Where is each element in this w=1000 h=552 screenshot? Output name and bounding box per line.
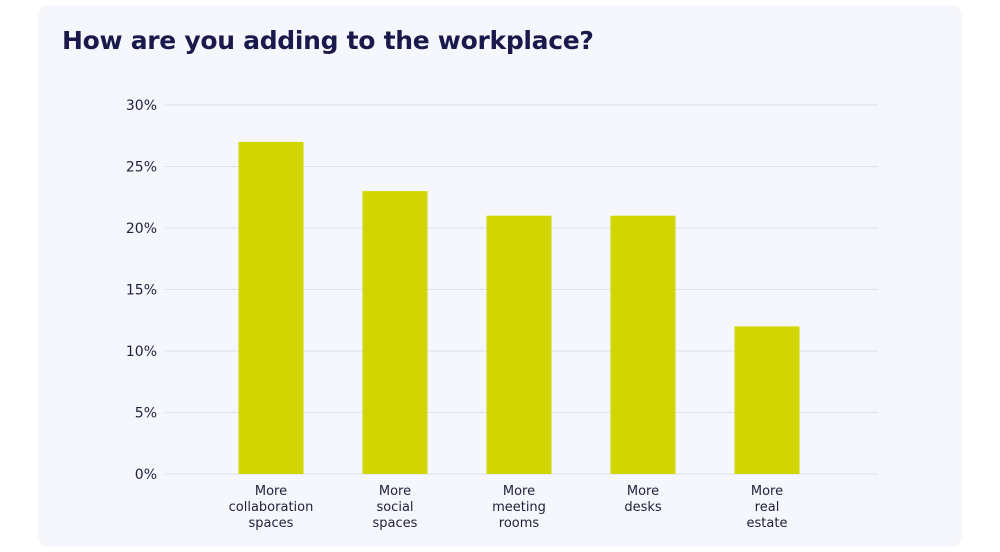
x-category-label-line: More	[751, 484, 783, 499]
x-category-label-line: desks	[624, 500, 662, 515]
x-category-label-line: estate	[747, 516, 788, 531]
x-category-label-line: More	[627, 484, 659, 499]
x-category-label-line: More	[255, 484, 287, 499]
x-category-label-line: meeting	[492, 500, 546, 515]
bar	[486, 215, 552, 474]
y-tick-label: 25%	[126, 160, 157, 176]
bars	[238, 141, 800, 474]
bar	[238, 141, 304, 474]
x-category-label-line: collaboration	[229, 500, 314, 515]
x-category-label-line: spaces	[249, 516, 294, 531]
x-category-label: More desks	[624, 484, 662, 515]
x-category-label-line: More	[379, 484, 411, 499]
x-category-label-line: rooms	[499, 516, 540, 531]
y-tick-label: 15%	[126, 283, 157, 299]
y-tick-label: 10%	[126, 344, 157, 360]
bar	[362, 191, 428, 474]
y-axis-tick-labels: 0% 5% 10% 15% 20% 25% 30%	[126, 98, 157, 483]
x-category-label-line: real	[755, 500, 780, 515]
y-tick-label: 5%	[135, 406, 157, 422]
chart-title: How are you adding to the workplace?	[62, 26, 594, 55]
x-category-label-line: social	[376, 500, 413, 515]
y-tick-label: 20%	[126, 221, 157, 237]
bar	[734, 326, 800, 474]
x-category-label: More social spaces	[373, 484, 418, 531]
x-category-label: More collaboration spaces	[229, 484, 314, 531]
y-tick-label: 30%	[126, 98, 157, 114]
y-tick-label: 0%	[135, 467, 157, 483]
x-category-label-line: spaces	[373, 516, 418, 531]
bar	[610, 215, 676, 474]
x-category-label-line: More	[503, 484, 535, 499]
x-category-label: More real estate	[747, 484, 788, 531]
x-category-label: More meeting rooms	[492, 484, 546, 531]
